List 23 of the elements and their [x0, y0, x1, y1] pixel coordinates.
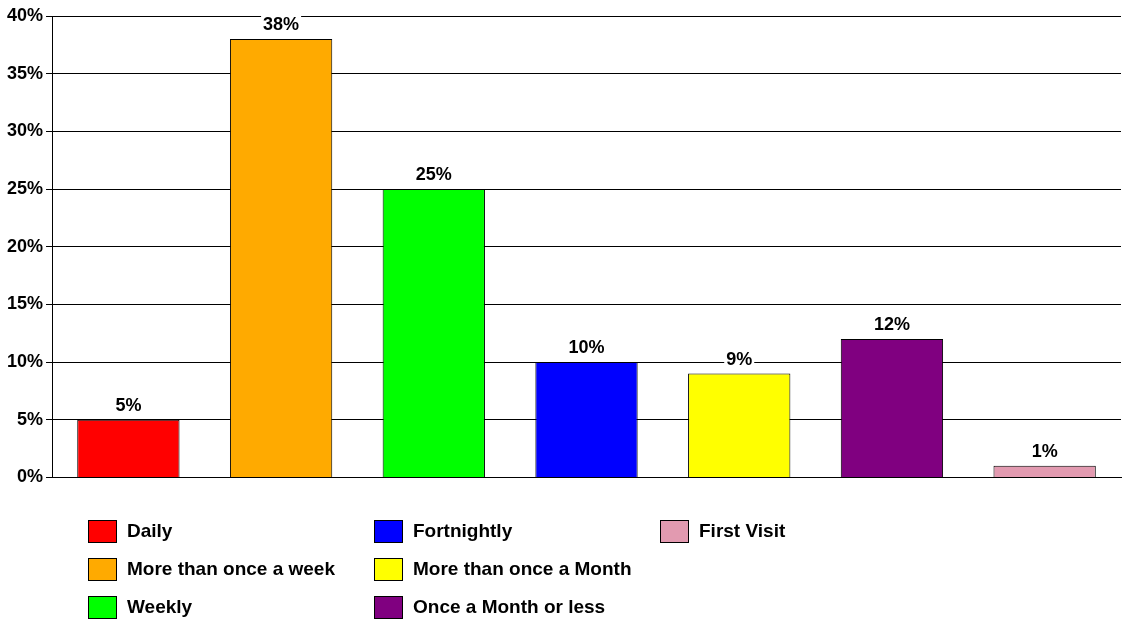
data-label: 12%: [873, 313, 910, 334]
y-tick-label: 35%: [7, 62, 44, 83]
legend-label: First Visit: [699, 520, 786, 542]
y-tick-label: 15%: [7, 293, 44, 314]
data-label: 10%: [568, 337, 605, 358]
legend-label: More than once a week: [127, 558, 336, 580]
data-label: 25%: [415, 163, 452, 184]
data-label: 1%: [1031, 440, 1058, 461]
legend-label: Weekly: [127, 596, 193, 618]
y-tick-label: 40%: [7, 4, 44, 25]
y-tick-label: 25%: [7, 177, 44, 198]
y-tick-label: 0%: [17, 466, 44, 487]
data-label: 38%: [263, 14, 300, 35]
y-tick-label: 20%: [7, 235, 44, 256]
legend-label: Once a Month or less: [413, 596, 606, 618]
y-tick-label: 30%: [7, 120, 44, 141]
data-label: 9%: [726, 348, 753, 369]
data-label: 5%: [115, 394, 142, 415]
legend-label: More than once a Month: [413, 558, 632, 580]
legend-label: Daily: [127, 520, 173, 542]
y-tick-label: 10%: [7, 351, 44, 372]
y-tick-label: 5%: [17, 408, 44, 429]
legend-label: Fortnightly: [413, 520, 513, 542]
